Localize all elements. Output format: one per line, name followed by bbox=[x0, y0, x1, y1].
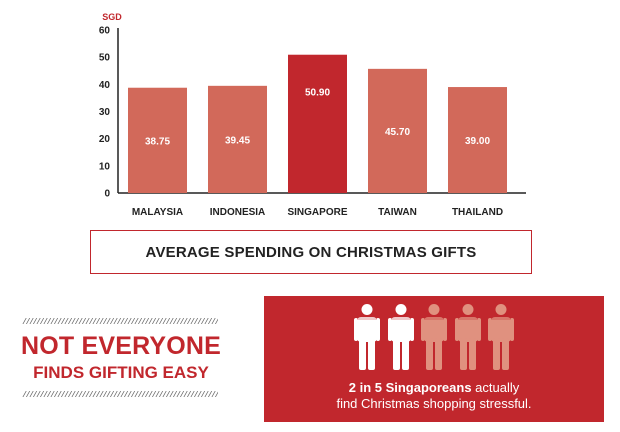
data-label-taiwan: 45.70 bbox=[385, 127, 410, 138]
stat-panel: 2 in 5 Singaporeans actually find Christ… bbox=[264, 296, 604, 422]
category-labels-group: MALAYSIA INDONESIA SINGAPORE TAIWAN THAILAND bbox=[132, 207, 503, 218]
y-tick-label: 50 bbox=[99, 53, 111, 64]
y-axis-unit-label: SGD bbox=[102, 12, 122, 22]
category-label-taiwan: TAIWAN bbox=[378, 207, 417, 218]
data-label-singapore: 50.90 bbox=[305, 88, 330, 99]
slash-divider-top: ////////////////////////////////////////… bbox=[22, 318, 218, 327]
y-tick-label: 10 bbox=[99, 161, 111, 172]
headline-line-1: NOT EVERYONE bbox=[20, 332, 222, 360]
chart-title-box: AVERAGE SPENDING ON CHRISTMAS GIFTS bbox=[90, 230, 532, 274]
category-label-malaysia: MALAYSIA bbox=[132, 207, 183, 218]
y-tick-label: 60 bbox=[99, 26, 111, 37]
person-icon bbox=[454, 304, 481, 370]
data-label-thailand: 39.00 bbox=[465, 136, 490, 147]
chart-title: AVERAGE SPENDING ON CHRISTMAS GIFTS bbox=[145, 243, 477, 261]
bar-indonesia bbox=[208, 85, 267, 193]
data-labels-group: 38.75 39.45 50.90 45.70 39.00 bbox=[145, 88, 490, 148]
stat-text: 2 in 5 Singaporeans actually find Christ… bbox=[264, 380, 604, 412]
person-icon bbox=[354, 304, 380, 370]
y-tick-label: 30 bbox=[99, 107, 111, 118]
headline-line-2: FINDS GIFTING EASY bbox=[33, 363, 209, 382]
stat-line-2: find Christmas shopping stressful. bbox=[336, 396, 532, 411]
slash-divider-bottom: ////////////////////////////////////////… bbox=[22, 391, 218, 400]
y-tick-label: 20 bbox=[99, 134, 111, 145]
stat-bold: 2 in 5 Singaporeans bbox=[348, 380, 472, 395]
category-label-thailand: THAILAND bbox=[452, 207, 503, 218]
person-icon bbox=[387, 304, 414, 370]
bar-thailand bbox=[448, 87, 507, 193]
data-label-malaysia: 38.75 bbox=[145, 136, 170, 147]
bar-singapore bbox=[288, 54, 347, 194]
bar-chart: SGD 0 10 20 30 40 50 60 38.75 39.45 50.90 45.70 39… bbox=[99, 12, 526, 218]
y-tick-label: 0 bbox=[104, 189, 110, 200]
bar-taiwan bbox=[368, 68, 427, 193]
bar-malaysia bbox=[128, 87, 187, 193]
bars-group bbox=[128, 54, 507, 194]
person-icon bbox=[421, 304, 447, 370]
stat-rest-1: actually bbox=[471, 380, 520, 395]
person-icon bbox=[488, 304, 514, 370]
category-label-singapore: SINGAPORE bbox=[287, 207, 347, 218]
y-tick-label: 40 bbox=[99, 80, 111, 91]
data-label-indonesia: 39.45 bbox=[225, 135, 250, 146]
category-label-indonesia: INDONESIA bbox=[210, 207, 266, 218]
people-icons-row bbox=[354, 304, 514, 370]
y-axis-ticks: 0 10 20 30 40 50 60 bbox=[99, 26, 111, 200]
